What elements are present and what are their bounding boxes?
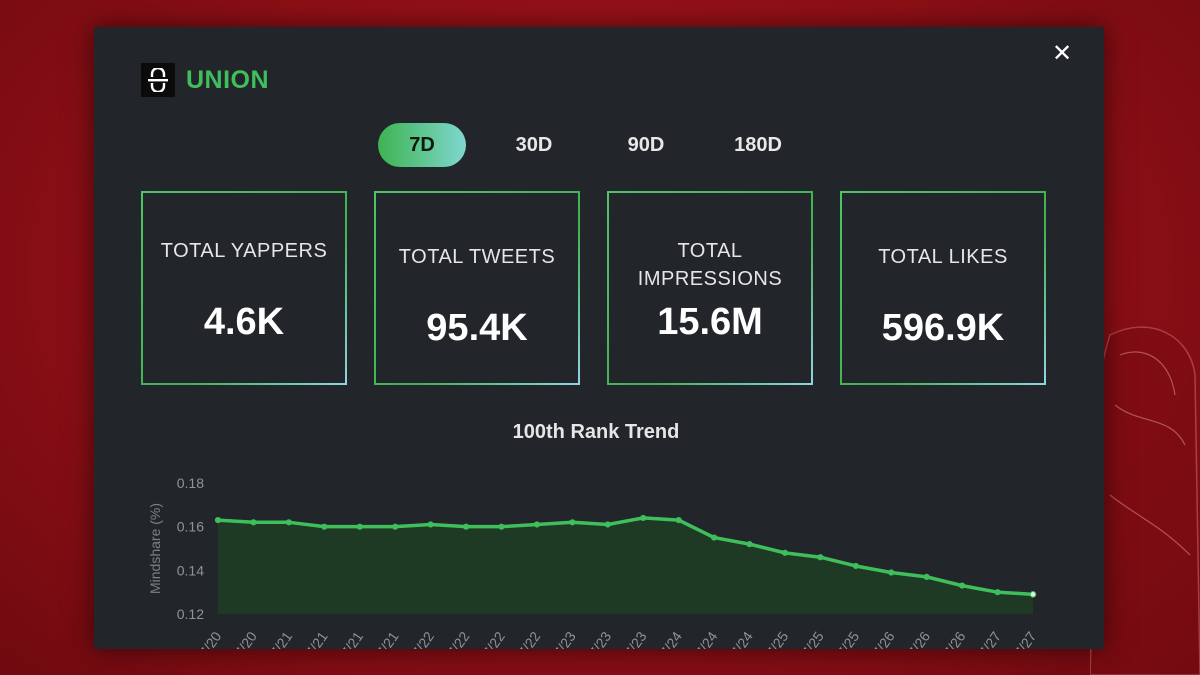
brand-header: UNION [141, 63, 269, 97]
x-tick-label: 7/22 [408, 628, 437, 649]
x-tick-label: 7/27 [975, 628, 1004, 649]
data-point [533, 521, 541, 528]
data-point [285, 519, 292, 526]
stat-label: TOTAL TWEETS [398, 246, 556, 268]
series-area-fill [218, 517, 1033, 614]
stat-card-tweets: TOTAL TWEETS 95.4K [374, 191, 580, 385]
data-point [569, 519, 576, 526]
data-point [781, 549, 789, 556]
y-tick-label: 0.12 [177, 606, 204, 622]
x-tick-label: 7/25 [763, 628, 792, 649]
tab-180d[interactable]: 180D [734, 133, 782, 156]
x-tick-label: 7/27 [1011, 628, 1040, 649]
data-point [356, 523, 363, 530]
series-line [217, 516, 1034, 597]
stat-label: TOTAL IMPRESSIONS [637, 240, 783, 290]
data-point [604, 521, 611, 528]
y-tick-label: 0.14 [177, 562, 204, 578]
time-range-tabs: 7D 30D 90D 180D [378, 123, 826, 167]
close-icon[interactable]: ✕ [1052, 39, 1073, 67]
data-point [427, 521, 434, 528]
data-point [321, 523, 328, 530]
brand-name: UNION [186, 65, 270, 94]
union-logo-icon [141, 63, 175, 97]
data-point [888, 569, 895, 576]
x-tick-label: 7/26 [869, 628, 898, 649]
stat-label: TOTAL LIKES [878, 246, 1008, 268]
tab-7d[interactable]: 7D [378, 123, 466, 167]
x-tick-label: 7/22 [479, 628, 508, 649]
chart-title: 100th Rank Trend [512, 421, 680, 443]
x-tick-label: 7/24 [656, 628, 685, 649]
chart-svg: 0.18 0.16 0.14 0.12 Mindshare (%) 7/20 7/20 7/2… [147, 475, 1040, 649]
tab-90d[interactable]: 90D [627, 133, 665, 156]
y-axis-label: Mindshare (%) [147, 503, 163, 594]
y-tick-label: 0.16 [177, 519, 204, 535]
data-point [710, 534, 718, 541]
x-tick-label: 7/21 [267, 628, 296, 649]
stats-modal: ✕ UNION 7D 30D 90D 180D TOTAL YAPPERS 4.… [94, 27, 1104, 649]
background-character-illustration [1090, 326, 1200, 675]
data-point [462, 523, 470, 530]
x-tick-label: 7/23 [586, 628, 615, 649]
data-point [675, 517, 682, 524]
data-point [498, 523, 505, 530]
x-tick-label: 7/25 [834, 628, 863, 649]
stat-value: 596.9K [881, 307, 1005, 349]
x-tick-label: 7/21 [337, 628, 366, 649]
data-point [250, 519, 257, 526]
data-point [640, 514, 647, 522]
x-tick-label: 7/20 [231, 628, 260, 649]
data-point [392, 523, 399, 530]
stat-value: 15.6M [657, 301, 763, 343]
rank-trend-chart: 100th Rank Trend 0.18 0.16 0.14 0.12 Mindsha… [134, 417, 1094, 649]
data-point [852, 562, 859, 570]
stat-card-likes: TOTAL LIKES 596.9K [840, 191, 1046, 385]
data-point [923, 573, 930, 580]
x-tick-label: 7/23 [550, 628, 579, 649]
x-tick-label: 7/20 [196, 628, 225, 649]
x-tick-label: 7/21 [373, 628, 402, 649]
tab-30d[interactable]: 30D [515, 133, 553, 156]
data-point [746, 541, 753, 548]
x-tick-label: 7/22 [515, 628, 544, 649]
x-tick-label: 7/22 [444, 628, 473, 649]
stat-label: TOTAL YAPPERS [160, 240, 328, 262]
stat-card-yappers: TOTAL YAPPERS 4.6K [141, 191, 347, 385]
data-point [214, 517, 222, 524]
x-tick-label: 7/21 [302, 628, 331, 649]
y-tick-label: 0.18 [177, 475, 204, 491]
data-point [994, 589, 1001, 596]
x-tick-label: 7/26 [904, 628, 933, 649]
stat-value: 4.6K [203, 301, 285, 343]
x-tick-label: 7/26 [940, 628, 969, 649]
data-point [817, 554, 824, 561]
x-tick-label: 7/25 [798, 628, 827, 649]
x-tick-label: 7/23 [621, 628, 650, 649]
data-point [959, 582, 966, 589]
x-tick-label: 7/24 [727, 628, 756, 649]
stat-card-impressions: TOTAL IMPRESSIONS 15.6M [607, 191, 813, 385]
data-point [1029, 591, 1037, 598]
x-tick-label: 7/24 [692, 628, 721, 649]
stat-value: 95.4K [426, 307, 528, 349]
